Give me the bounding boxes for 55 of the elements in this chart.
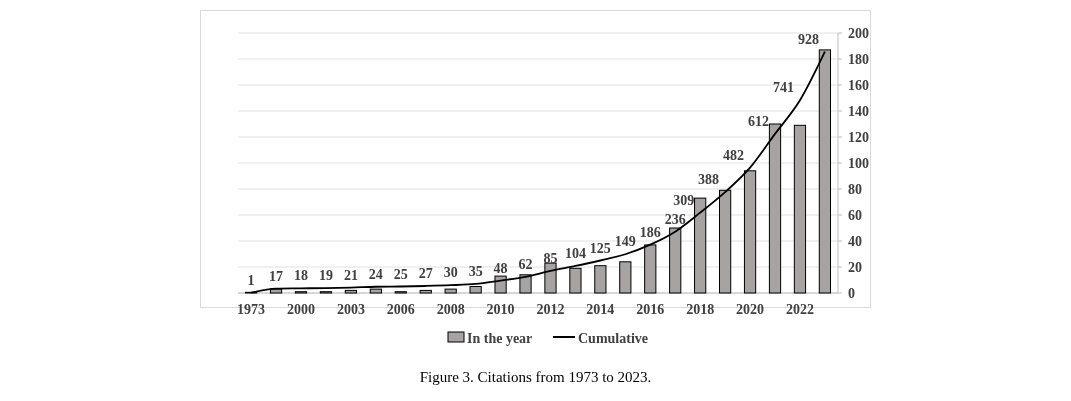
data-label: 25	[393, 266, 408, 282]
x-tick-label: 2010	[486, 302, 515, 317]
data-label: 104	[564, 245, 586, 261]
data-label: 388	[698, 172, 720, 188]
y-tick-label: 80	[848, 181, 862, 197]
data-label: 21	[343, 267, 358, 283]
bar	[444, 288, 457, 294]
y-tick-label: 160	[848, 77, 869, 93]
data-label: 149	[614, 234, 636, 250]
x-tick-label: 2008	[436, 302, 465, 317]
data-label: 928	[797, 31, 819, 47]
x-tick-label: 2014	[586, 302, 615, 317]
x-tick-label: 2000	[286, 302, 315, 317]
bar	[419, 289, 432, 294]
data-label: 62	[518, 256, 533, 272]
x-tick-label: 2006	[386, 302, 415, 317]
data-label: 19	[318, 268, 333, 284]
y-tick-label: 60	[848, 207, 862, 223]
data-label: 482	[723, 147, 745, 163]
legend-label: In the year	[467, 330, 533, 346]
y-tick-label: 180	[848, 51, 869, 67]
data-label: 1	[247, 272, 255, 288]
bar	[619, 261, 632, 294]
data-label: 125	[589, 240, 611, 256]
data-label: 186	[639, 224, 661, 240]
x-tick-label: 1973	[237, 302, 266, 317]
data-label: 48	[493, 260, 508, 276]
data-label: 27	[418, 265, 433, 281]
x-tick-label: 2012	[536, 302, 565, 317]
data-label: 35	[468, 263, 483, 279]
bar	[594, 265, 607, 294]
y-tick-label: 200	[848, 25, 869, 41]
x-tick-label: 2020	[736, 302, 765, 317]
data-label: 24	[368, 266, 383, 282]
data-label: 17	[269, 268, 284, 284]
y-tick-label: 100	[848, 155, 869, 171]
data-label: 236	[664, 211, 686, 227]
data-label: 30	[443, 265, 458, 281]
y-tick-label: 20	[848, 259, 862, 275]
y-tick-label: 120	[848, 129, 869, 145]
bar	[793, 124, 807, 294]
data-label: 85	[543, 250, 558, 266]
data-label: 18	[293, 268, 308, 284]
y-tick-label: 0	[848, 285, 855, 301]
x-tick-label: 2022	[785, 302, 814, 317]
data-label: 309	[673, 192, 695, 208]
data-label: 741	[772, 80, 794, 96]
y-tick-label: 40	[848, 233, 862, 249]
x-tick-label: 2018	[686, 302, 715, 317]
x-tick-label: 2016	[636, 302, 665, 317]
data-label: 612	[748, 113, 770, 129]
x-tick-label: 2003	[336, 302, 365, 317]
y-tick-label: 140	[848, 103, 869, 119]
legend-label: Cumulative	[578, 330, 648, 346]
caption: Figure 3. Citations from 1973 to 2023.	[419, 369, 652, 385]
